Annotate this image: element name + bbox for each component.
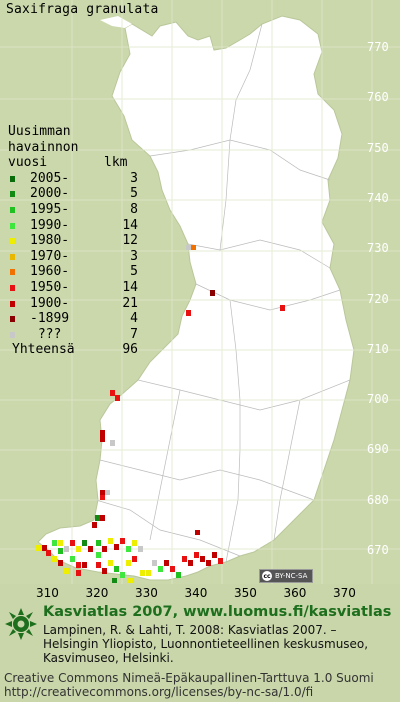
legend-label: 1960- [30,264,70,280]
y-tick-label: 770 [367,40,389,54]
legend-row: 1960- 5 [8,264,138,280]
legend-header: Uusimman havainnon vuosi lkm [8,124,127,171]
citation-text: Lampinen, R. & Lahti, T. 2008: Kasviatla… [43,623,369,665]
legend-row: 1970- 3 [8,248,138,265]
legend-swatch [10,284,15,291]
legend-total-count: 96 [122,342,138,358]
legend-label: 1900- [30,295,70,311]
legend-count: 12 [122,233,138,249]
legend-count: 8 [130,201,138,217]
legend-count: 4 [130,311,138,327]
species-title: Saxifraga granulata [6,2,159,17]
legend-count: 5 [130,186,138,202]
license-text[interactable]: Creative Commons Nimeä-Epäkaupallinen-Ta… [4,671,374,699]
x-tick-label: 330 [135,586,158,600]
legend-swatch [10,222,15,229]
legend-swatch [10,206,15,213]
legend-label: 1950- [30,279,70,295]
legend-row: -1899 4 [8,311,138,327]
legend-header-line: vuosi [8,155,48,171]
legend-label: ??? [30,326,62,342]
legend-row: 1990- 14 [8,217,138,234]
legend-count: 3 [130,170,138,186]
finland-map [0,0,400,584]
legend-count: 14 [122,279,138,295]
legend-row: 1995- 8 [8,201,138,218]
y-tick-label: 700 [367,392,389,407]
x-tick-label: 350 [234,586,257,600]
y-tick-label: 720 [367,291,389,306]
x-tick-label: 340 [184,586,208,600]
legend-count: 21 [122,295,138,311]
legend-total-row: Yhteensä 96 [8,342,138,358]
legend-count: 3 [130,248,138,264]
legend-swatch [10,331,15,338]
legend-row: 1980- 12 [8,233,138,249]
legend-label: 2000- [30,186,70,202]
legend-label: -1899 [30,311,70,327]
legend-row: ??? 7 [8,326,138,343]
x-tick-label: 370 [333,586,356,600]
y-tick-label: 750 [367,140,389,155]
cc-badge-text: BY-NC-SA [275,572,308,580]
legend-swatch [10,253,15,260]
finland-outline [37,15,355,581]
legend-label: 1980- [30,233,70,249]
legend-rows: 2005- 3 2000- 5 1995- 8 1990- 14 1980- 12 1970- 3 19… [8,170,138,343]
atlas-link[interactable]: Kasviatlas 2007, www.luomus.fi/kasviatla… [43,604,392,620]
legend-label: 1995- [30,201,70,217]
x-tick-label: 320 [85,586,109,600]
legend-swatch [10,316,15,323]
legend-label: 1970- [30,248,70,264]
legend-count: 5 [130,264,138,280]
x-tick-label: 360 [283,586,307,600]
legend-row: 1950- 14 [8,279,138,296]
legend-swatch [10,191,15,198]
y-tick-label: 670 [367,543,389,557]
legend-swatch [10,175,15,182]
y-tick-label: 730 [367,241,389,256]
legend-row: 1900- 21 [8,295,138,312]
y-tick-label: 760 [367,90,389,105]
legend-row: 2000- 5 [8,186,138,202]
legend-count: 7 [130,326,138,342]
legend-header-line: havainnon [8,139,79,155]
legend-row: 2005- 3 [8,170,138,187]
legend-header-line: Uusimman [8,124,71,139]
y-tick-label: 680 [367,492,389,507]
legend-label: 1990- [30,217,70,233]
cc-icon: cc [262,571,272,581]
legend-label: 2005- [30,170,70,186]
legend-swatch [10,269,15,276]
legend-total-label: Yhteensä [12,342,75,358]
x-tick-label: 310 [36,586,59,600]
cc-license-badge[interactable]: cc BY-NC-SA [259,569,313,583]
y-tick-label: 710 [367,341,389,356]
legend-swatch [10,300,15,307]
legend-swatch [10,238,15,245]
legend-count-header: lkm [104,155,128,171]
occurrence-squares [36,245,285,583]
kasviatlas-logo-icon [5,608,37,640]
y-tick-label: 740 [367,190,389,205]
legend-count: 14 [122,217,138,233]
legend: Uusimman havainnon vuosi lkm 2005- 3 2000-… [8,124,138,358]
y-tick-label: 690 [367,442,389,457]
lapland-arm [100,16,132,28]
map-area: Saxifraga granulata Uusimman havainnon v… [0,0,400,600]
